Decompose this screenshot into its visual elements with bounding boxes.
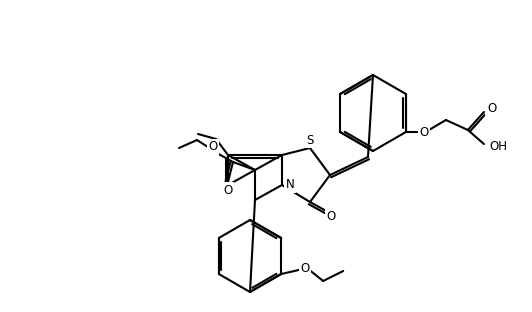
Text: O: O: [223, 183, 232, 197]
Text: S: S: [306, 134, 314, 147]
Text: O: O: [419, 125, 429, 139]
Text: O: O: [301, 262, 310, 275]
Text: O: O: [209, 140, 218, 154]
Text: O: O: [326, 211, 336, 223]
Text: N: N: [286, 178, 294, 192]
Text: O: O: [487, 101, 496, 115]
Text: OH: OH: [489, 139, 507, 153]
